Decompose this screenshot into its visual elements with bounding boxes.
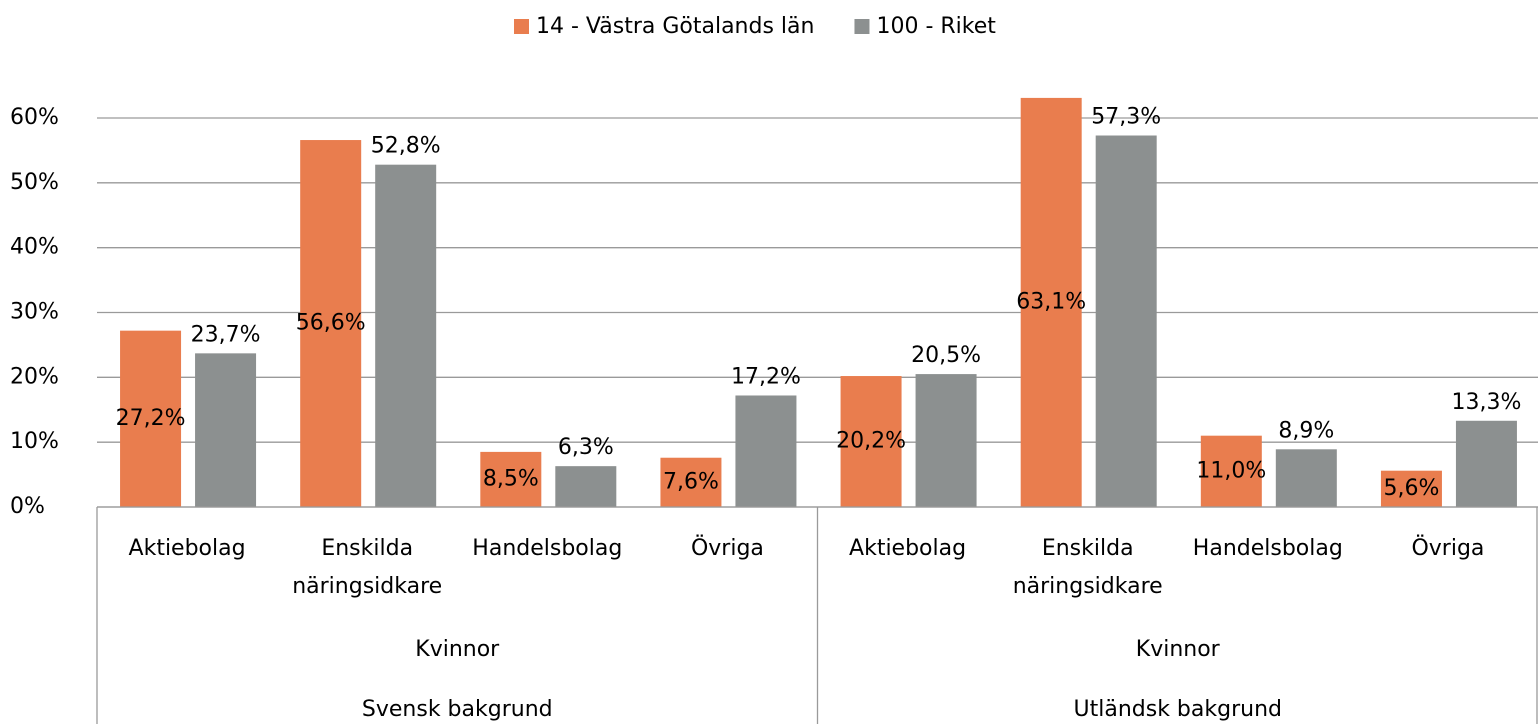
group-label: Kvinnor	[1135, 637, 1220, 662]
legend-swatch	[854, 19, 870, 34]
value-label: 20,5%	[911, 343, 981, 368]
value-label: 20,2%	[836, 429, 906, 454]
value-label: 52,8%	[371, 134, 441, 159]
bar	[555, 466, 617, 507]
legend-label: 100 - Riket	[876, 14, 996, 39]
value-label: 57,3%	[1091, 105, 1161, 130]
legend-swatch	[514, 19, 529, 34]
y-tick-label: 30%	[10, 300, 59, 325]
value-label: 27,2%	[116, 406, 186, 431]
bar	[480, 451, 542, 507]
y-tick-label: 40%	[10, 235, 59, 260]
value-label: 63,1%	[1016, 289, 1086, 314]
x-tick-label: Aktiebolag	[128, 536, 246, 561]
y-tick-label: 20%	[10, 364, 59, 389]
x-tick-label: Aktiebolag	[849, 536, 967, 561]
value-label: 7,6%	[663, 469, 719, 494]
bar	[300, 140, 362, 507]
x-tick-label: Övriga	[690, 536, 764, 561]
value-label: 6,3%	[558, 435, 614, 460]
bar	[840, 376, 902, 507]
legend-label: 14 - Västra Götalands län	[536, 14, 814, 39]
value-label: 23,7%	[191, 322, 261, 347]
y-tick-label: 0%	[10, 494, 45, 519]
x-tick-label: Enskilda näringsidkare	[1012, 536, 1163, 599]
bar	[915, 374, 977, 507]
bar	[1020, 97, 1082, 507]
bar	[1275, 449, 1337, 507]
y-tick-label: 10%	[10, 429, 59, 454]
value-label: 5,6%	[1383, 476, 1439, 501]
bar	[120, 330, 182, 507]
y-tick-label: 60%	[10, 105, 59, 130]
x-tick-label: Enskilda näringsidkare	[292, 536, 443, 599]
value-label: 13,3%	[1451, 390, 1521, 415]
value-label: 17,2%	[731, 364, 801, 389]
bar	[195, 353, 257, 507]
group-label: Kvinnor	[415, 637, 500, 662]
bar	[1380, 470, 1442, 507]
x-tick-label: Handelsbolag	[472, 536, 623, 561]
group-label: Svensk bakgrund	[361, 697, 553, 722]
bar	[375, 164, 437, 507]
y-tick-label: 50%	[10, 170, 59, 195]
bar	[1455, 420, 1517, 507]
bar	[660, 457, 722, 507]
bar	[1095, 135, 1157, 507]
bar	[1200, 435, 1262, 507]
value-label: 56,6%	[296, 311, 366, 336]
value-label: 8,5%	[483, 466, 539, 491]
x-tick-label: Övriga	[1411, 536, 1485, 561]
x-tick-label: Handelsbolag	[1192, 536, 1343, 561]
value-label: 8,9%	[1278, 418, 1334, 443]
group-label: Utländsk bakgrund	[1073, 697, 1282, 722]
value-label: 11,0%	[1196, 458, 1266, 483]
bar	[735, 395, 797, 507]
